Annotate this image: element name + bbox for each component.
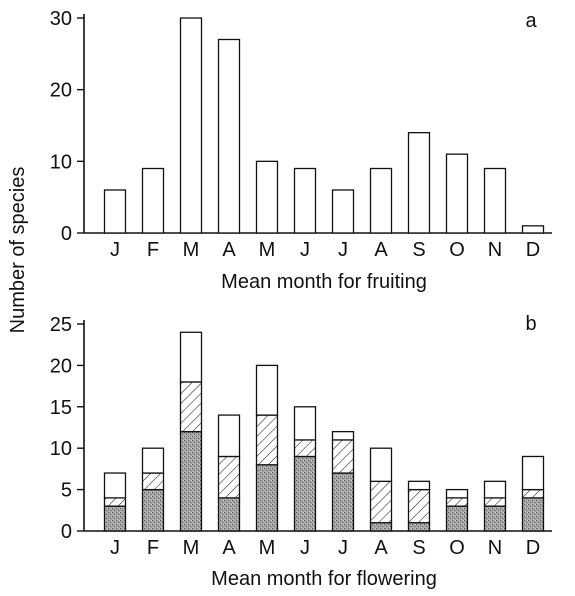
bar-segment-hatched — [407, 488, 431, 524]
x-axis-label: Mean month for fruiting — [221, 271, 427, 293]
bar-segment-hatched — [483, 497, 507, 507]
bar — [179, 17, 203, 234]
bar — [141, 167, 165, 234]
bar-segment-hatched — [217, 455, 241, 499]
y-tick-label: 10 — [50, 438, 72, 460]
bar-segment-stippled — [483, 505, 507, 532]
y-tick-label: 0 — [61, 521, 72, 543]
x-tick-label: N — [488, 537, 502, 559]
y-tick-label: 0 — [61, 223, 72, 245]
x-tick-label: A — [222, 239, 236, 261]
panel-label: a — [525, 10, 537, 32]
bar-segment-stippled — [369, 522, 393, 532]
x-axis-label: Mean month for flowering — [211, 568, 437, 590]
x-tick-label: J — [338, 537, 348, 559]
bar-segment-stippled — [255, 464, 279, 532]
bar-segment-open — [141, 447, 165, 474]
x-tick-label: F — [147, 537, 159, 559]
x-tick-label: M — [259, 239, 276, 261]
x-tick-label: O — [449, 537, 465, 559]
bar — [369, 167, 393, 234]
y-tick-label: 10 — [50, 151, 72, 173]
x-tick-label: D — [526, 239, 540, 261]
bar-segment-stippled — [217, 497, 241, 532]
bar-segment-open — [445, 488, 469, 499]
bar-segment-open — [217, 414, 241, 458]
bar — [331, 189, 355, 234]
bar-segment-open — [521, 455, 545, 491]
bar-segment-stippled — [331, 472, 355, 532]
x-tick-label: D — [526, 537, 540, 559]
x-tick-label: J — [110, 537, 120, 559]
y-tick-label: 20 — [50, 355, 72, 377]
bar — [103, 189, 127, 234]
bar — [521, 225, 545, 234]
x-tick-label: M — [259, 537, 276, 559]
bar-segment-hatched — [521, 488, 545, 499]
bar-segment-open — [407, 480, 431, 491]
bar-segment-stippled — [407, 522, 431, 532]
bar-segment-open — [483, 480, 507, 499]
bar — [407, 132, 431, 234]
bar-segment-hatched — [445, 497, 469, 507]
x-tick-label: A — [374, 239, 388, 261]
bar-segment-open — [369, 447, 393, 482]
y-tick-label: 25 — [50, 314, 72, 336]
bar-segment-hatched — [369, 480, 393, 524]
x-tick-label: M — [183, 239, 200, 261]
x-tick-label: S — [412, 239, 425, 261]
bar — [483, 167, 507, 234]
bar — [445, 153, 469, 234]
bar — [217, 38, 241, 234]
bar-segment-stippled — [179, 430, 203, 532]
bar-segment-stippled — [141, 488, 165, 532]
bar-segment-hatched — [103, 497, 127, 507]
y-tick-label: 20 — [50, 80, 72, 102]
x-tick-label: J — [338, 239, 348, 261]
bar-segment-hatched — [179, 381, 203, 433]
x-tick-label: J — [300, 537, 310, 559]
bar-segment-stippled — [521, 497, 545, 532]
panel-label: b — [525, 313, 536, 335]
x-tick-label: N — [488, 239, 502, 261]
bar-segment-stippled — [103, 505, 127, 532]
bar-segment-hatched — [293, 439, 317, 458]
bar — [293, 167, 317, 234]
x-tick-label: J — [110, 239, 120, 261]
x-tick-label: F — [147, 239, 159, 261]
shared-y-axis-label: Number of species — [7, 167, 29, 334]
bar — [255, 160, 279, 234]
x-tick-label: A — [222, 537, 236, 559]
y-tick-label: 5 — [61, 480, 72, 502]
y-tick-label: 30 — [50, 8, 72, 30]
x-tick-label: S — [412, 537, 425, 559]
bar-segment-open — [179, 331, 203, 383]
x-tick-label: M — [183, 537, 200, 559]
bar-segment-open — [293, 406, 317, 441]
bar-segment-open — [331, 430, 355, 441]
x-tick-label: A — [374, 537, 388, 559]
bar-segment-open — [103, 472, 127, 499]
y-tick-label: 15 — [50, 397, 72, 419]
bar-segment-hatched — [255, 414, 279, 466]
x-tick-label: J — [300, 239, 310, 261]
bar-segment-stippled — [445, 505, 469, 532]
bar-segment-hatched — [331, 439, 355, 474]
bar-segment-stippled — [293, 455, 317, 532]
x-tick-label: O — [449, 239, 465, 261]
bar-segment-open — [255, 364, 279, 416]
bar-segment-hatched — [141, 472, 165, 491]
